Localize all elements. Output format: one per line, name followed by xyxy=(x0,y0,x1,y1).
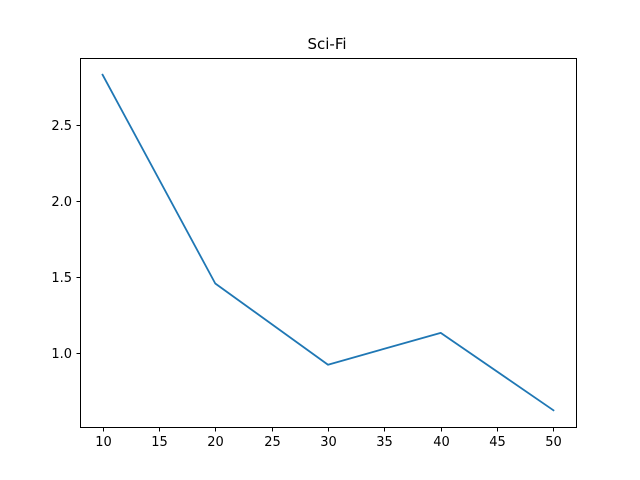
x-tick-label: 15 xyxy=(151,435,168,450)
x-tick-label: 40 xyxy=(433,435,450,450)
x-tick-label: 10 xyxy=(95,435,112,450)
chart-title: Sci-Fi xyxy=(307,35,346,53)
x-tick-label: 45 xyxy=(489,435,506,450)
y-tick-label: 1.0 xyxy=(51,347,72,362)
y-tick-label: 2.0 xyxy=(51,195,72,210)
y-tick-label: 2.5 xyxy=(51,119,72,134)
x-axis-ticks: 10 15 20 25 30 35 40 45 50 xyxy=(95,427,562,450)
x-tick-label: 50 xyxy=(545,435,562,450)
x-tick-label: 20 xyxy=(207,435,224,450)
y-tick-label: 1.5 xyxy=(51,271,72,286)
x-tick-label: 25 xyxy=(264,435,281,450)
x-tick-label: 35 xyxy=(376,435,393,450)
series-layer xyxy=(101,73,555,412)
x-tick-label: 30 xyxy=(320,435,337,450)
plot-area-frame xyxy=(80,58,577,428)
y-axis-ticks: 1.0 1.5 2.0 2.5 xyxy=(51,119,81,362)
